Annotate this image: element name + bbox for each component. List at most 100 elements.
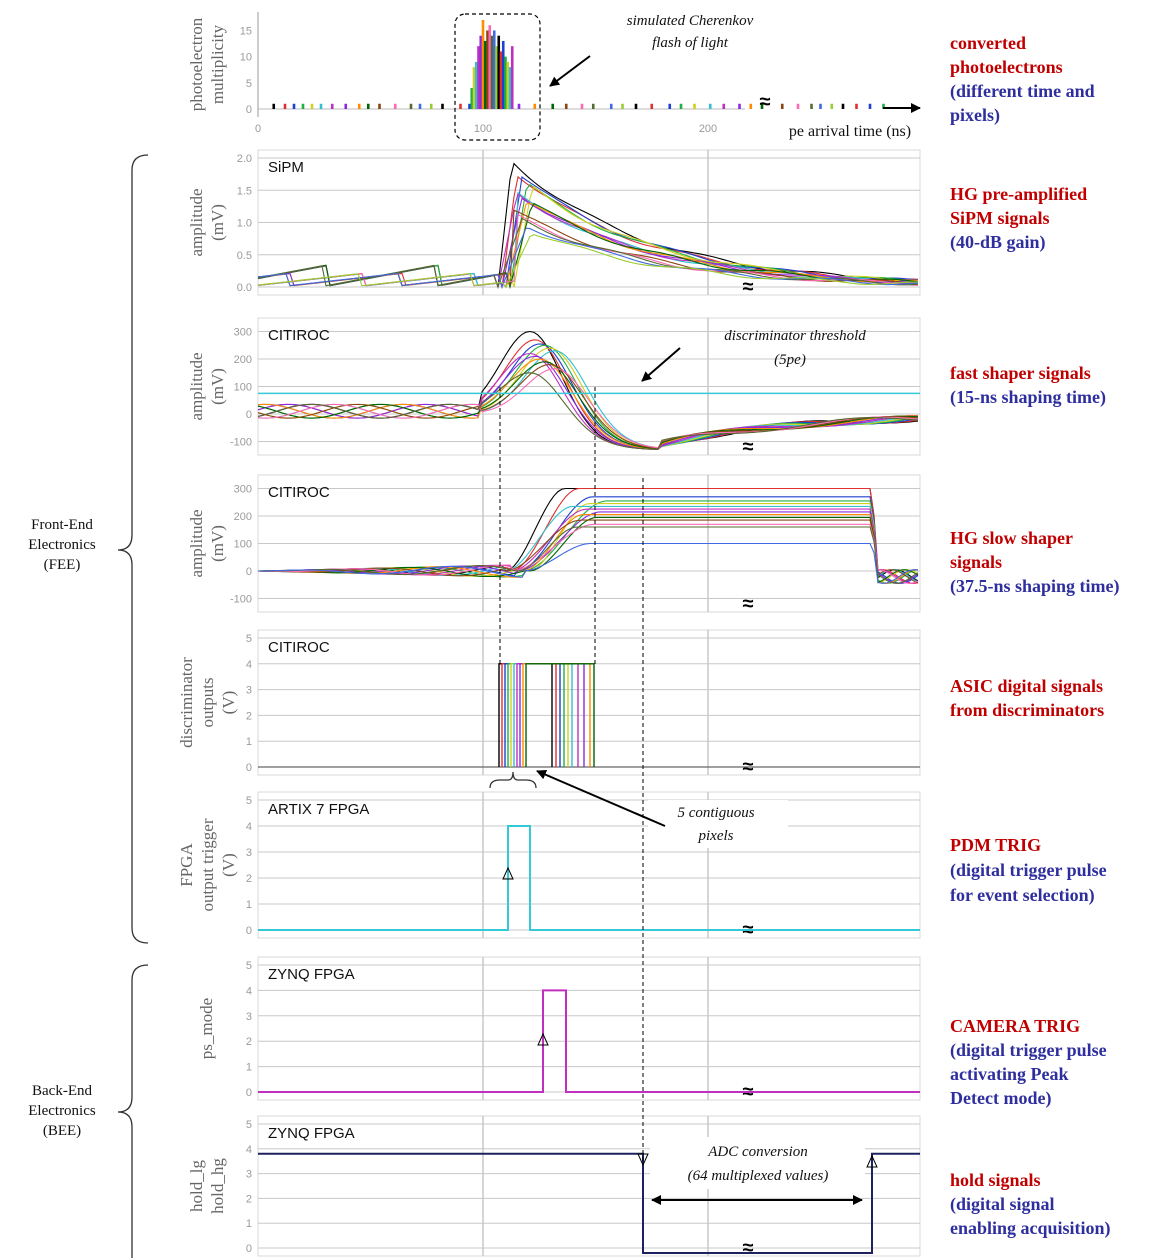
pe-bar xyxy=(508,67,512,109)
adc-text-bg xyxy=(650,1137,865,1189)
discriminator-traces xyxy=(258,663,920,768)
y-axis-label: (V) xyxy=(219,853,238,877)
y-tick-label: 3 xyxy=(246,1169,252,1181)
y-axis-label: hold_hg xyxy=(208,1158,227,1214)
y-axis-label: FPGA xyxy=(177,843,196,887)
contiguous-annotation: 5 contiguous pixels xyxy=(489,769,788,848)
bee-brace xyxy=(117,964,149,1258)
overlay-layer xyxy=(499,387,863,1205)
hold-pulse xyxy=(258,1152,920,1254)
y-tick-label: 0 xyxy=(246,762,252,774)
pe-bar xyxy=(580,103,584,109)
y-axis-label: multiplicity xyxy=(208,24,227,104)
y-tick-label: -100 xyxy=(230,594,252,606)
pe-bar xyxy=(472,67,476,109)
pe-bar xyxy=(495,46,498,109)
sipm-trace xyxy=(257,234,918,289)
threshold-annotation: discriminator threshold (5pe) xyxy=(641,328,866,382)
panel-label: CITIROC xyxy=(268,639,330,656)
pe-bar xyxy=(738,103,741,109)
axis-break-mark: ≈ xyxy=(743,1237,754,1258)
pe-bar xyxy=(609,103,613,109)
y-tick-label: 2 xyxy=(246,1036,252,1048)
slow-shaper-trace xyxy=(257,523,919,584)
y-tick-label: 2 xyxy=(246,873,252,885)
desc-0-blue-0: (different time and xyxy=(950,81,1095,102)
panel-0: 0 5 10 15 photoelectron multiplicity xyxy=(187,12,259,117)
y-tick-label: 0.0 xyxy=(237,282,252,294)
y-tick-label: 200 xyxy=(234,354,252,366)
panel-label: ARTIX 7 FPGA xyxy=(268,801,369,818)
y-tick-label: 5 xyxy=(246,795,252,807)
x-tick-label: 100 xyxy=(474,123,492,135)
contiguous-text-bg xyxy=(648,800,788,848)
panel-frame xyxy=(257,629,921,776)
pe-bar xyxy=(319,103,323,109)
pe-bar xyxy=(668,103,672,109)
rising-edge-marker xyxy=(537,1032,549,1046)
pe-bar xyxy=(470,88,474,109)
pe-bar xyxy=(760,103,764,109)
threshold-arrow xyxy=(641,347,681,382)
pe-bar xyxy=(650,103,654,109)
y-tick-label: 4 xyxy=(246,821,252,833)
y-axis-label: ps_mode xyxy=(197,998,216,1059)
desc-7-blue-1: enabling acquisition) xyxy=(950,1218,1111,1239)
pe-bar xyxy=(488,25,492,110)
slow-shaper-trace xyxy=(258,542,919,584)
y-tick-label: 5 xyxy=(246,960,252,972)
sipm-trace xyxy=(257,217,919,289)
pe-bar xyxy=(459,103,462,109)
fast-shaper-trace xyxy=(257,352,919,450)
fast-shaper-trace xyxy=(257,330,919,450)
slow-shaper-trace xyxy=(257,508,919,584)
pe-bar xyxy=(796,103,800,109)
y-tick-label: 0 xyxy=(246,925,252,937)
desc-3-blue-0: (37.5-ns shaping time) xyxy=(950,576,1120,597)
pe-bar xyxy=(474,61,478,109)
pe-bar xyxy=(533,103,537,109)
y-axis-label: outputs xyxy=(198,677,217,727)
desc-0-red-1: photoelectrons xyxy=(950,57,1063,77)
panel-label: ZYNQ FPGA xyxy=(268,966,355,983)
pe-bar xyxy=(504,56,507,109)
fee-label-line3: (FEE) xyxy=(44,557,81,573)
y-tick-label: 1.0 xyxy=(237,218,252,230)
y-tick-label: 0.5 xyxy=(237,250,252,262)
pe-bar xyxy=(841,103,845,109)
desc-3-red-1: signals xyxy=(950,552,1002,572)
fee-label-line2: Electronics xyxy=(28,537,96,553)
fee-label-line1: Front-End xyxy=(31,517,93,533)
pe-bar xyxy=(780,103,784,109)
pdm-trig-pulse xyxy=(258,825,920,931)
axis-break-mark: ≈ xyxy=(760,91,771,113)
pe-bar xyxy=(292,103,296,109)
y-tick-label: 5 xyxy=(246,633,252,645)
contiguous-brace xyxy=(489,771,537,789)
desc-0-blue-1: pixels) xyxy=(950,105,1000,126)
pe-bar xyxy=(634,103,638,109)
desc-6-blue-0: (digital trigger pulse xyxy=(950,1040,1107,1061)
panel-frame xyxy=(257,791,921,939)
y-tick-label: 1 xyxy=(246,736,252,748)
pe-bar xyxy=(393,103,397,109)
y-axis-label: (mV) xyxy=(208,525,227,562)
adc-text-line2: (64 multiplexed values) xyxy=(688,1168,829,1184)
pe-bar xyxy=(501,40,505,109)
cherenkov-annotation: simulated Cherenkov flash of light xyxy=(549,13,754,87)
pe-bar xyxy=(830,103,834,109)
pe-bar xyxy=(429,103,433,109)
y-tick-label: -100 xyxy=(230,437,252,449)
y-tick-label: 3 xyxy=(246,1011,252,1023)
fee-brace xyxy=(117,154,149,944)
pe-bar xyxy=(272,103,276,109)
desc-3-red-0: HG slow shaper xyxy=(950,528,1073,548)
fee-label: Front-End Electronics (FEE) xyxy=(28,517,96,573)
y-tick-label: 4 xyxy=(246,985,252,997)
fast-shaper-traces xyxy=(257,330,920,450)
panel-7: 0 1 2 3 4 5 hold_lg hold_hg ZYNQ FPGA ≈ xyxy=(187,1115,921,1258)
axis-break-mark: ≈ xyxy=(743,593,754,615)
y-tick-label: 4 xyxy=(246,1144,252,1156)
y-tick-label: 1 xyxy=(246,1062,252,1074)
y-axis-label: output trigger xyxy=(198,818,217,911)
